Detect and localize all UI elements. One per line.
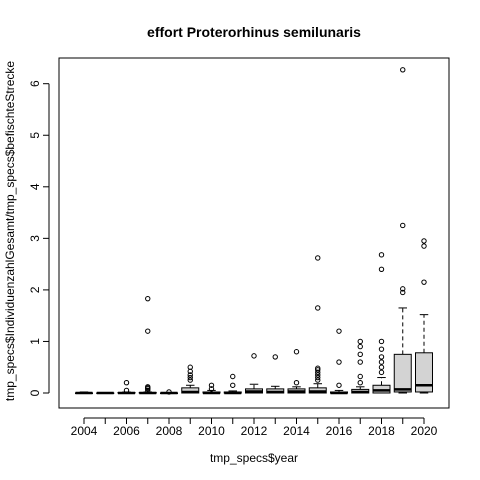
boxes-group [75,67,433,395]
outlier-point [230,382,236,388]
x-tick-label: 2008 [156,424,183,438]
outlier-point [336,382,342,388]
x-axis-label: tmp_specs$year [210,451,298,465]
outlier-point [400,222,406,229]
x-tick-label: 2016 [326,424,353,438]
outlier-point [187,364,193,370]
outlier-point [315,255,321,261]
y-tick-label: 6 [28,80,42,87]
outlier-point [421,279,427,285]
box-2014 [287,349,306,394]
outlier-point [315,365,321,371]
box-iqr [372,384,391,394]
outlier-point [400,289,406,296]
outlier-point [166,389,172,395]
outlier-point [421,238,427,244]
outlier-point [400,286,406,292]
outlier-point [357,359,363,365]
outlier-point [145,328,151,334]
outlier-point [208,386,215,392]
outlier-point [378,359,385,365]
box-2019 [393,67,412,394]
box-2004 [75,391,93,395]
outlier-point [293,379,300,386]
outlier-point [378,252,385,258]
y-axis-label: tmp_specs$IndividuenzahlGesamt/tmp_specs… [3,61,17,402]
x-tick-label: 2014 [283,424,310,438]
x-tick-label: 2018 [368,424,395,438]
outlier-point [357,338,363,345]
outlier-point [187,377,193,383]
outlier-point [378,354,385,360]
outlier-point [400,67,406,73]
x-tick-label: 2004 [71,424,98,438]
y-tick-label: 4 [28,183,42,190]
outlier-point [378,369,385,376]
outlier-point [187,374,193,381]
outlier-point [336,359,342,365]
box-iqr [415,352,433,393]
box-2012 [245,353,263,394]
x-tick-label: 2012 [241,424,268,438]
outlier-point [357,343,363,350]
box-2020 [415,238,433,394]
box-2018 [372,252,391,394]
outlier-point [315,372,321,378]
outlier-point [315,374,321,381]
outlier-point [357,379,363,386]
x-tick-label: 2020 [411,424,438,438]
outlier-point [145,295,151,302]
chart-title: effort Proterorhinus semilunaris [147,24,361,40]
outlier-point [293,349,300,355]
outlier-point [315,305,321,311]
outlier-point [230,373,236,380]
box-2010 [202,382,221,395]
box-2013 [266,354,285,394]
x-tick-label: 2010 [198,424,225,438]
x-tick-label: 2006 [113,424,140,438]
box-iqr [393,353,412,393]
outlier-point [251,353,257,359]
box-2016 [330,328,348,395]
y-tick-label: 2 [28,286,42,293]
outlier-point [378,266,385,272]
box-2007 [138,295,157,395]
outlier-point [187,372,193,378]
outlier-point [145,384,151,390]
y-tick-label: 1 [28,338,42,345]
outlier-point [421,243,427,249]
outlier-point [378,364,385,370]
outlier-point [378,346,385,352]
x-axis: 2004 2006 2008 2010 2012 2014 2016 2018 2020 [71,417,438,438]
y-tick-label: 5 [28,132,42,139]
box-2008 [160,389,178,395]
box-2006 [117,379,136,395]
outlier-point [315,377,321,383]
outlier-point [272,354,278,360]
box-2009 [181,364,200,394]
outlier-point [357,373,363,380]
box-2011 [223,373,242,395]
outlier-point [123,387,130,394]
y-tick-label: 0 [28,389,42,396]
box-2015 [308,255,327,394]
outlier-point [208,382,215,388]
box-2005 [96,391,115,395]
outlier-point [378,338,385,345]
box-2017 [351,338,370,394]
y-axis: 0 1 2 3 4 5 6 [28,80,50,396]
outlier-point [336,328,342,334]
y-tick-label: 3 [28,235,42,242]
plot-frame [58,57,450,409]
outlier-point [357,351,363,358]
outlier-point [123,379,130,386]
